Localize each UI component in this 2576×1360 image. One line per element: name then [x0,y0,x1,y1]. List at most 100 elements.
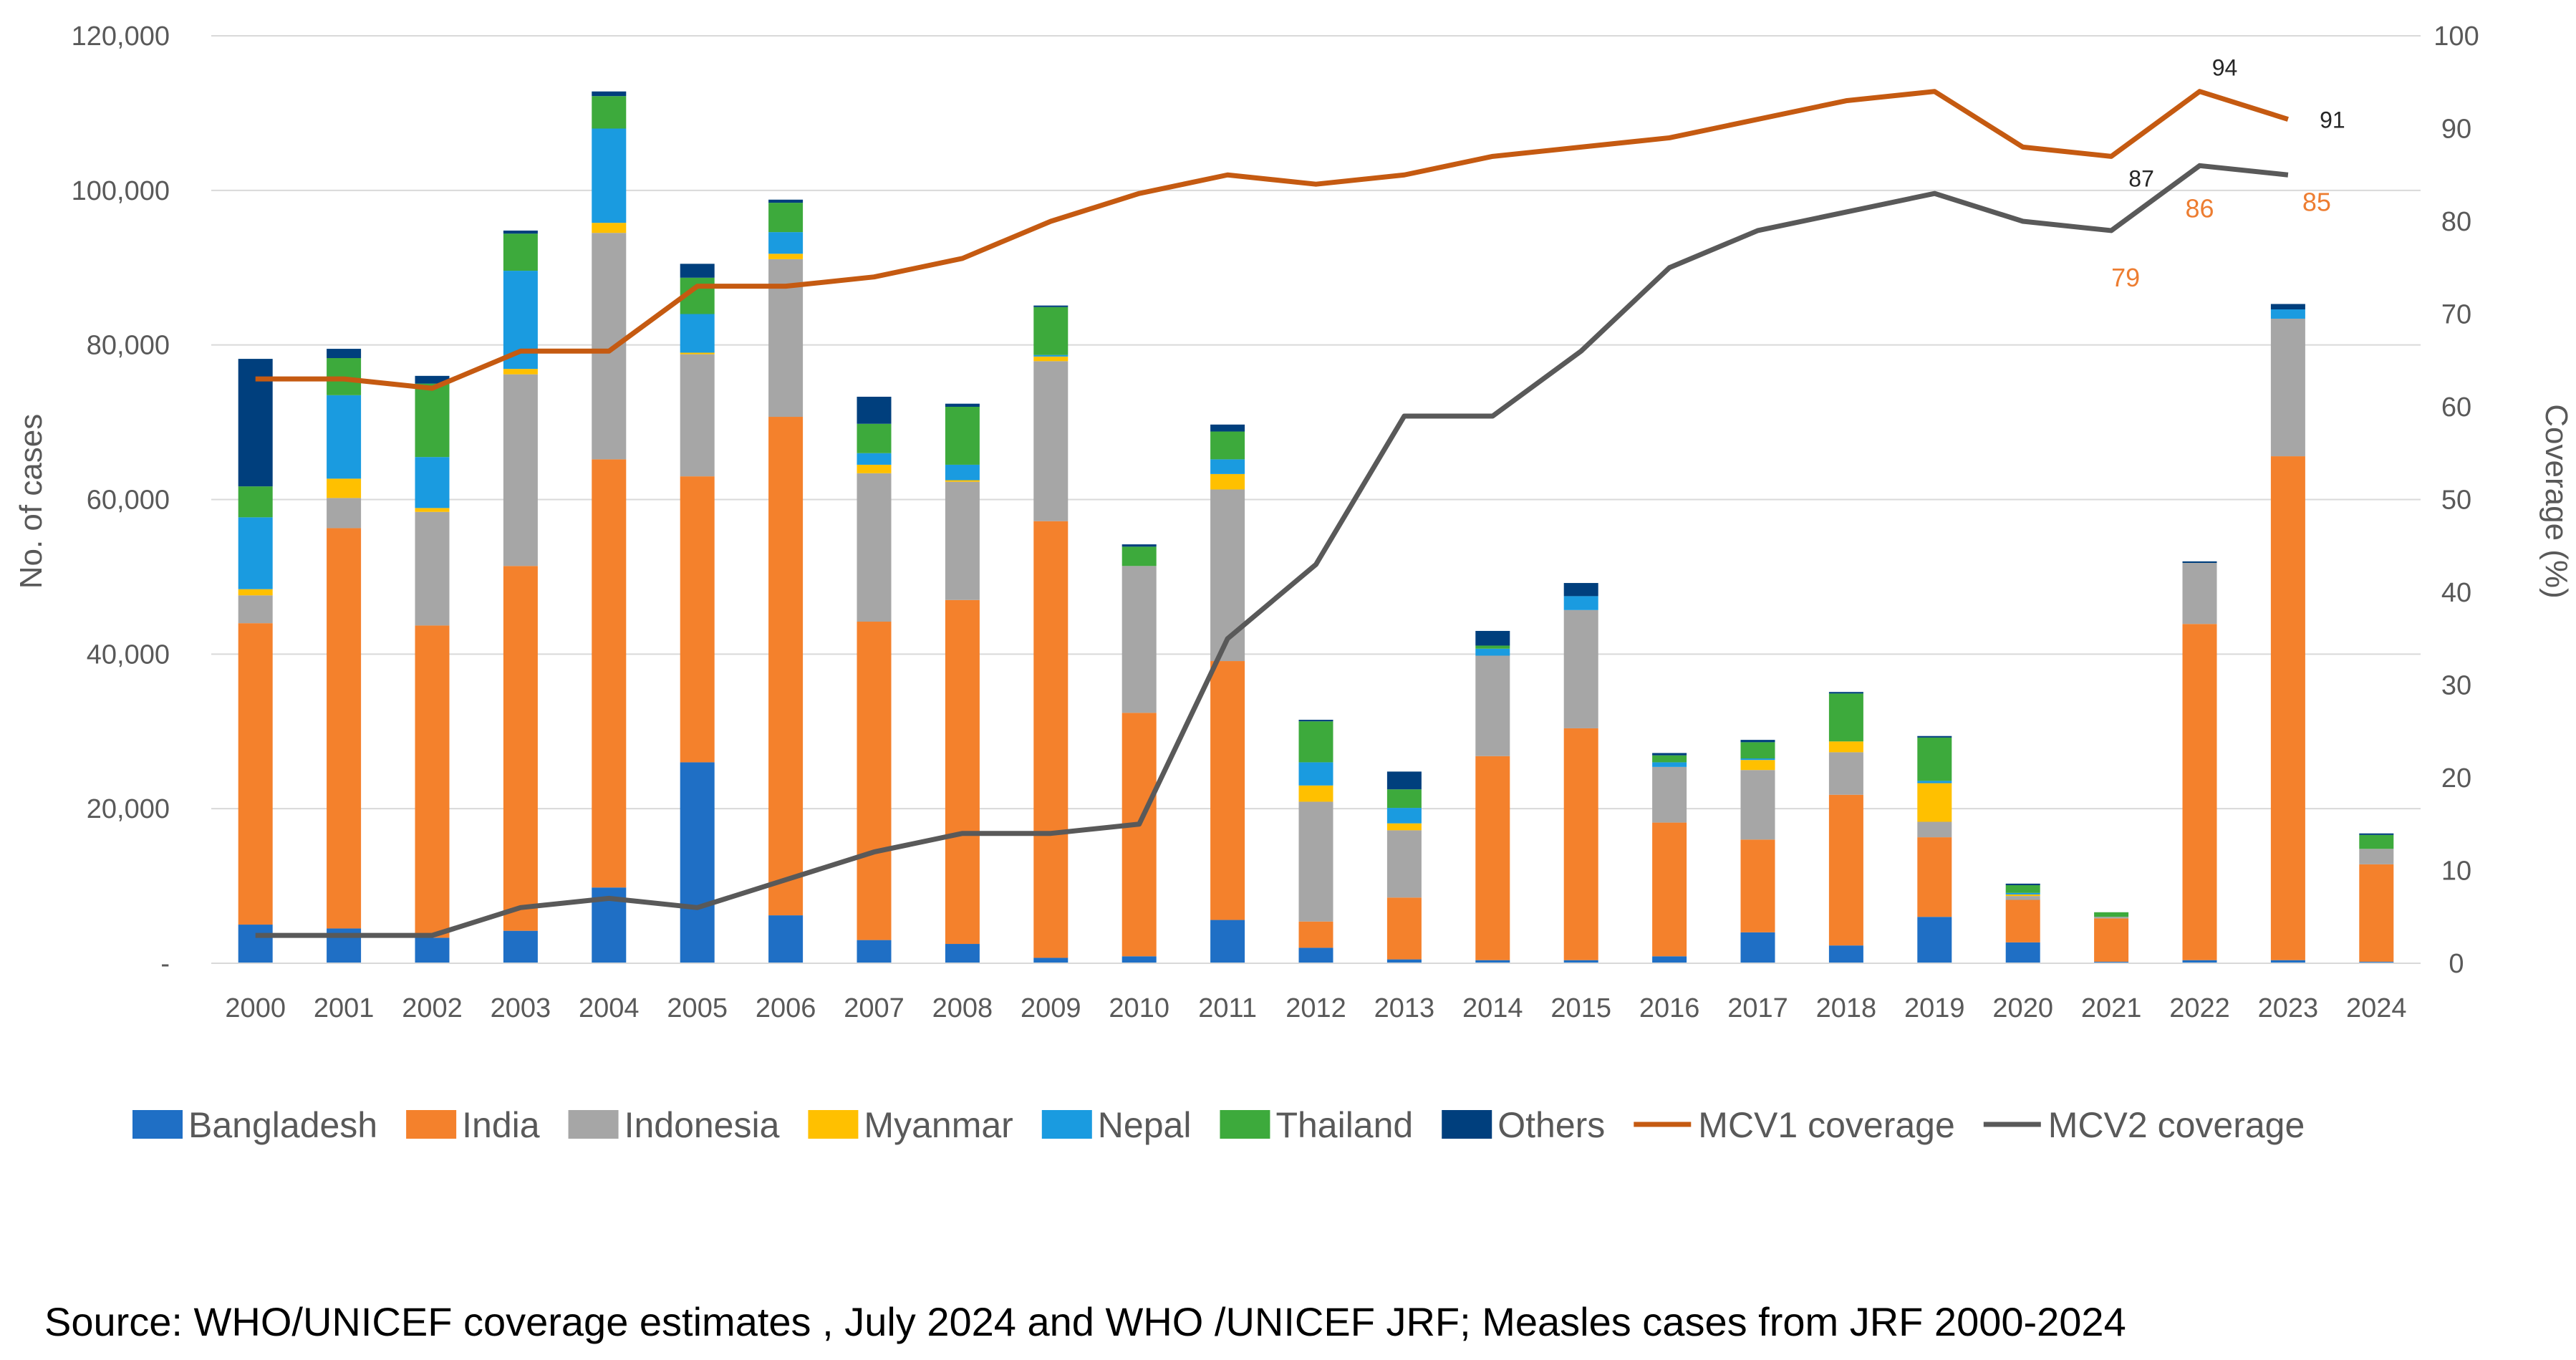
x-tick-label: 2010 [1109,993,1169,1023]
y2-tick-label: 80 [2441,207,2471,237]
bar-segment-others [1298,720,1333,722]
bar-segment-myanmar [415,508,450,512]
stacked-bars [238,91,2394,963]
legend-item-nepal: Nepal [1041,1105,1192,1145]
bar-segment-india [1563,728,1598,960]
bar-segment-bangladesh [1917,917,1952,963]
data-label: 91 [2320,107,2345,133]
bar-segment-indonesia [327,498,362,529]
legend-swatch [132,1110,183,1139]
legend-item-mcv1-coverage: MCV1 coverage [1634,1105,1955,1145]
data-label: 94 [2212,55,2238,81]
bar-segment-indonesia [2094,917,2129,919]
bar-segment-thailand [1033,307,1068,355]
bar-segment-others [592,91,627,97]
y-tick-label: 120,000 [72,21,170,52]
bar-segment-myanmar [1386,823,1422,831]
bar-segment-nepal [2270,309,2305,319]
bar-segment-others [2270,304,2305,310]
bar-segment-thailand [2359,834,2394,849]
data-label: 86 [2185,193,2214,223]
bar-segment-thailand [1652,755,1687,763]
bar-segment-indonesia [1386,830,1422,898]
legend-item-others: Others [1442,1105,1605,1145]
bar-segment-indonesia [238,595,273,624]
bar-segment-indonesia [857,473,892,622]
bar-segment-bangladesh [768,915,804,963]
bar-segment-myanmar [2005,894,2040,897]
data-label: 87 [2128,165,2154,191]
bar-segment-indonesia [1652,766,1687,823]
bar-segment-india [680,476,715,763]
legend-label: MCV1 coverage [1698,1105,1955,1145]
bar-segment-thailand [415,383,450,458]
x-tick-label: 2007 [844,993,905,1023]
bar-segment-nepal [1652,762,1687,767]
bar-segment-others [1917,736,1952,738]
legend-item-india: India [406,1105,540,1145]
bar-segment-india [592,459,627,888]
bar-segment-others [1652,753,1687,756]
bar-segment-thailand [1475,645,1510,649]
bar-segment-bangladesh [1386,959,1422,963]
y2-tick-label: 20 [2441,763,2471,794]
legend-swatch [406,1110,457,1139]
x-tick-label: 2024 [2346,993,2407,1023]
y2-tick-label: 0 [2449,949,2464,979]
legend-label: Bangladesh [188,1105,377,1145]
bar-segment-others [680,264,715,278]
legend-swatch [1041,1110,1092,1139]
bar-segment-bangladesh [1740,932,1775,963]
bar-segment-indonesia [415,511,450,626]
legend-label: Others [1497,1105,1605,1145]
legend-item-mcv2-coverage: MCV2 coverage [1983,1105,2305,1145]
bar-segment-bangladesh [1298,947,1333,963]
bar-segment-indonesia [2182,562,2217,624]
bar-segment-thailand [503,233,538,271]
bar-segment-indonesia [503,374,538,566]
bar-segment-nepal [857,453,892,465]
y2-tick-label: 40 [2441,578,2471,608]
coverage-lines [255,89,2289,938]
x-tick-label: 2008 [932,993,993,1023]
bar-segment-others [1828,692,1863,694]
bar-segment-india [503,566,538,931]
bar-segment-bangladesh [1563,960,1598,963]
bar-segment-bangladesh [1121,956,1157,963]
x-tick-label: 2017 [1727,993,1788,1023]
y-tick-label: 60,000 [87,486,170,516]
bar-segment-nepal [327,395,362,479]
bar-segment-thailand [1210,431,1245,460]
bar-segment-india [1828,794,1863,946]
bar-segment-bangladesh [945,944,980,963]
bar-segment-myanmar [857,464,892,473]
bar-segment-myanmar [1740,760,1775,771]
bar-segment-indonesia [1121,566,1157,713]
data-labels: 87 94 91 79 86 85 [2111,55,2345,292]
bar-segment-bangladesh [238,925,273,963]
bar-segment-bangladesh [1033,958,1068,963]
legend-label: Nepal [1098,1105,1192,1145]
source-note: Source: WHO/UNICEF coverage estimates , … [44,1299,2126,1344]
bar-segment-thailand [1386,789,1422,809]
bar-segment-india [415,625,450,938]
x-tick-label: 2014 [1462,993,1523,1023]
legend-label: MCV2 coverage [2048,1105,2305,1145]
x-tick-label: 2020 [1992,993,2053,1023]
bar-segment-nepal [238,517,273,589]
x-tick-label: 2000 [225,993,286,1023]
bar-segment-myanmar [945,480,980,482]
bar-segment-nepal [945,464,980,481]
bar-segment-india [2094,918,2129,962]
bar-segment-myanmar [1828,741,1863,753]
bar-segment-thailand [2094,912,2129,917]
y-tick-label: 80,000 [87,331,170,361]
bar-segment-myanmar [680,352,715,355]
gridlines [211,35,2421,964]
bar-segment-others [327,349,362,359]
legend-swatch [808,1110,859,1139]
bar-segment-myanmar [1917,783,1952,822]
bar-segment-nepal [415,457,450,508]
x-tick-label: 2002 [402,993,463,1023]
bar-segment-thailand [1298,721,1333,763]
